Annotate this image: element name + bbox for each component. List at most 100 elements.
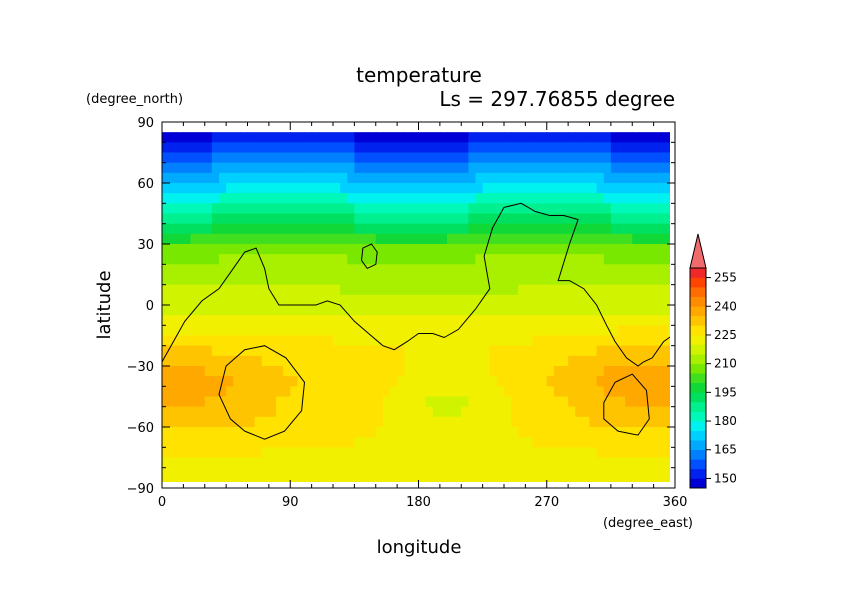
field-cell bbox=[568, 162, 576, 174]
field-cell bbox=[618, 406, 626, 418]
field-cell bbox=[596, 203, 605, 215]
field-cell bbox=[276, 264, 284, 276]
field-cell bbox=[639, 437, 648, 448]
field-cell bbox=[404, 172, 412, 184]
field-cell bbox=[368, 437, 377, 448]
field-cell bbox=[219, 447, 227, 459]
field-cell bbox=[553, 183, 562, 194]
field-cell bbox=[518, 437, 526, 448]
field-cell bbox=[546, 305, 555, 316]
field-cell bbox=[211, 427, 220, 438]
field-cell bbox=[468, 467, 477, 479]
field-cell bbox=[204, 477, 213, 482]
field-cell bbox=[204, 183, 213, 194]
field-cell bbox=[247, 203, 256, 215]
field-cell bbox=[596, 427, 605, 438]
field-cell bbox=[226, 416, 234, 428]
field-cell bbox=[425, 335, 434, 347]
field-cell bbox=[169, 315, 177, 326]
field-cell bbox=[247, 376, 256, 387]
field-cell bbox=[596, 315, 605, 326]
field-cell bbox=[197, 427, 206, 438]
field-cell bbox=[283, 223, 291, 235]
field-cell bbox=[219, 132, 227, 143]
field-cell bbox=[518, 142, 526, 154]
field-cell bbox=[511, 172, 519, 184]
field-cell bbox=[425, 254, 434, 265]
field-cell bbox=[525, 254, 534, 265]
field-cell bbox=[561, 315, 569, 326]
field-cell bbox=[511, 457, 519, 469]
field-cell bbox=[454, 264, 462, 276]
field-cell bbox=[247, 213, 256, 225]
field-cell bbox=[304, 416, 313, 428]
field-cell bbox=[375, 396, 384, 408]
field-cell bbox=[390, 355, 398, 367]
field-cell bbox=[625, 325, 633, 337]
field-cell bbox=[411, 223, 420, 235]
field-cell bbox=[311, 305, 320, 316]
field-cell bbox=[318, 294, 327, 306]
field-cell bbox=[496, 142, 505, 154]
field-cell bbox=[539, 477, 548, 482]
field-cell bbox=[404, 132, 412, 143]
field-cell bbox=[176, 376, 184, 387]
field-cell bbox=[311, 366, 320, 377]
field-cell bbox=[290, 416, 298, 428]
field-cell bbox=[368, 315, 377, 326]
field-cell bbox=[625, 366, 633, 377]
field-cell bbox=[197, 447, 206, 459]
field-cell bbox=[311, 213, 320, 225]
field-cell bbox=[254, 437, 263, 448]
field-cell bbox=[482, 213, 491, 225]
field-cell bbox=[247, 396, 256, 408]
colorbar-label: 255 bbox=[714, 271, 737, 285]
field-cell bbox=[511, 193, 519, 204]
field-cell bbox=[525, 396, 534, 408]
field-cell bbox=[226, 457, 234, 469]
field-cell bbox=[439, 386, 448, 398]
field-cell bbox=[475, 427, 484, 438]
field-cell bbox=[268, 274, 277, 286]
field-cell bbox=[254, 223, 263, 235]
field-cell bbox=[568, 427, 576, 438]
field-cell bbox=[667, 244, 670, 255]
field-cell bbox=[632, 193, 640, 204]
field-cell bbox=[411, 325, 420, 337]
field-cell bbox=[233, 437, 241, 448]
field-cell bbox=[432, 294, 441, 306]
field-cell bbox=[425, 325, 434, 337]
field-cell bbox=[411, 315, 420, 326]
field-cell bbox=[496, 233, 505, 245]
field-cell bbox=[219, 183, 227, 194]
field-cell bbox=[347, 162, 355, 174]
colorbar-swatch bbox=[690, 421, 706, 431]
field-cell bbox=[169, 294, 177, 306]
field-cell bbox=[325, 315, 334, 326]
field-cell bbox=[539, 264, 548, 276]
field-cell bbox=[525, 406, 534, 418]
field-cell bbox=[432, 477, 441, 482]
field-cell bbox=[625, 213, 633, 225]
field-cell bbox=[454, 427, 462, 438]
field-cell bbox=[411, 233, 420, 245]
field-cell bbox=[254, 132, 263, 143]
field-cell bbox=[268, 345, 277, 357]
field-cell bbox=[489, 213, 498, 225]
field-cell bbox=[432, 335, 441, 347]
field-cell bbox=[596, 406, 605, 418]
field-cell bbox=[211, 183, 220, 194]
field-cell bbox=[646, 355, 655, 367]
field-cell bbox=[397, 284, 405, 296]
field-cell bbox=[397, 203, 405, 215]
field-cell bbox=[582, 437, 591, 448]
field-cell bbox=[553, 233, 562, 245]
field-cell bbox=[461, 193, 469, 204]
field-cell bbox=[219, 193, 227, 204]
field-cell bbox=[325, 386, 334, 398]
field-cell bbox=[603, 396, 612, 408]
field-cell bbox=[411, 416, 420, 428]
field-cell bbox=[219, 335, 227, 347]
field-cell bbox=[397, 427, 405, 438]
field-cell bbox=[632, 142, 640, 154]
